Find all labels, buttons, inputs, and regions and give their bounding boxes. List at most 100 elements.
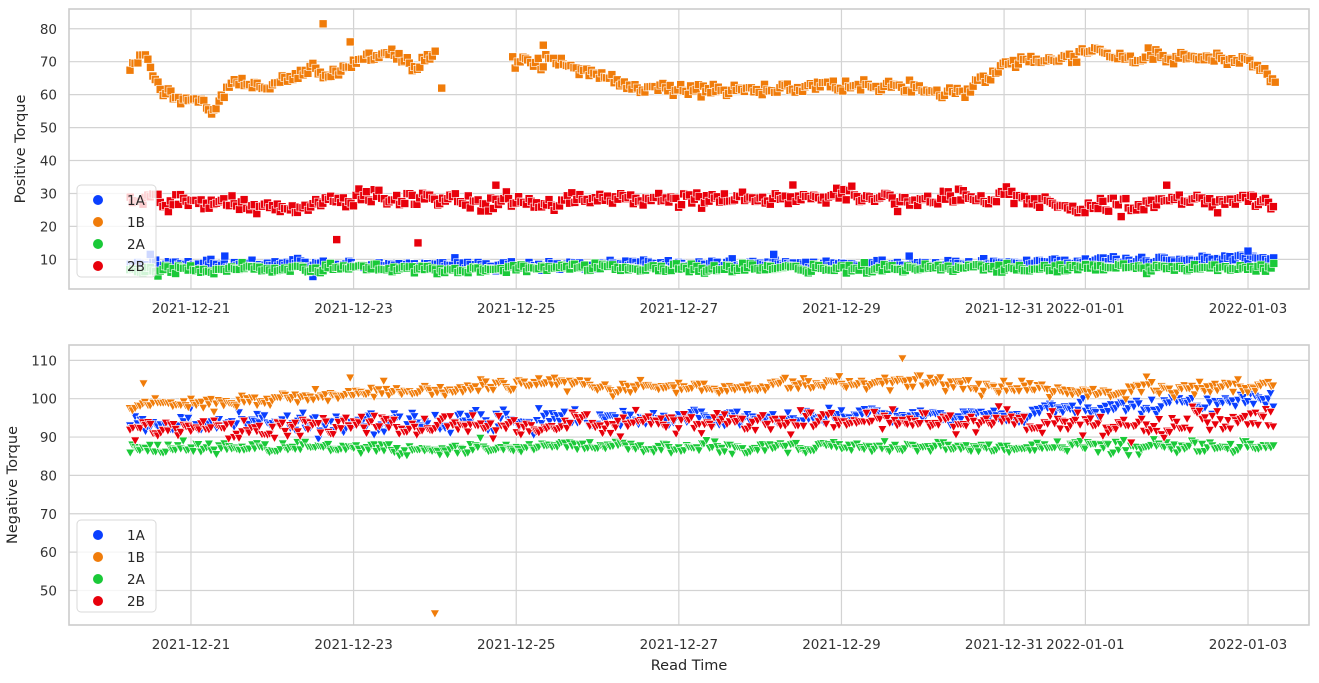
data-point [1133, 382, 1144, 392]
data-point [841, 195, 851, 205]
data-point [280, 427, 291, 437]
positive-y-tick-label: 10 [40, 252, 57, 268]
data-point [757, 411, 768, 421]
negative-x-tick-label: 2021-12-27 [640, 637, 718, 653]
data-point [1136, 415, 1147, 425]
data-point [1080, 444, 1091, 454]
data-point [904, 376, 915, 386]
data-point [138, 379, 149, 389]
data-point [1252, 421, 1264, 431]
data-point [836, 406, 847, 416]
negative-y-tick-label: 70 [40, 507, 57, 523]
data-point [328, 430, 339, 440]
data-point [269, 434, 280, 444]
positive-series-2a [125, 258, 1279, 281]
data-point [389, 416, 400, 425]
data-point [544, 417, 555, 427]
data-point [1230, 402, 1241, 412]
legend-marker-1b [93, 552, 103, 562]
data-point [882, 414, 893, 424]
data-point [310, 385, 321, 395]
data-point [476, 206, 486, 216]
data-point [168, 420, 179, 430]
data-point [401, 451, 412, 461]
data-point [1159, 434, 1170, 443]
positive-series-2b [125, 180, 1278, 248]
data-point [430, 46, 440, 56]
data-point [313, 419, 324, 429]
positive-torque-panel: 10 20 30 40 50 60 70 80 2021-12-21 2021-12-23 2021… [13, 8, 1310, 317]
data-point [323, 440, 334, 450]
data-point [905, 75, 914, 85]
data-point [310, 413, 321, 423]
data-point [462, 448, 473, 458]
negative-x-tick-label: 2022-01-01 [1046, 637, 1124, 653]
legend-label: 1A [127, 193, 146, 209]
negative-x-tick-label: 2022-01-03 [1209, 637, 1287, 653]
data-point [1102, 407, 1114, 417]
data-point [1139, 205, 1149, 214]
data-point [668, 416, 679, 426]
positive-y-tick-label: 20 [40, 219, 57, 235]
data-point [392, 191, 402, 200]
positive-y-axis-title: Positive Torque [13, 95, 29, 204]
data-point [1199, 413, 1211, 423]
negative-y-tick-label: 60 [40, 545, 57, 561]
data-point [1144, 43, 1153, 53]
data-point [884, 386, 896, 396]
data-point [1164, 384, 1175, 394]
positive-y-tick-label: 60 [40, 88, 57, 104]
data-point [1250, 387, 1261, 397]
data-point [538, 40, 548, 50]
positive-x-tick-label: 2021-12-23 [314, 301, 392, 317]
data-point [1249, 192, 1258, 201]
negative-series-2b [124, 402, 1279, 448]
data-point [1097, 432, 1108, 442]
data-point [491, 180, 501, 190]
data-point [893, 207, 902, 216]
data-point [223, 434, 234, 444]
data-point [430, 411, 441, 421]
negative-y-tick-label: 110 [31, 353, 57, 369]
data-point [1013, 387, 1025, 397]
data-point [1019, 381, 1030, 391]
data-point [798, 422, 809, 432]
data-point [322, 397, 333, 406]
data-point [907, 383, 918, 392]
data-point [1242, 388, 1253, 398]
data-point [467, 411, 478, 421]
data-point [1095, 413, 1106, 423]
data-point [162, 426, 173, 436]
data-point [366, 417, 377, 427]
data-point [183, 403, 194, 413]
data-point [445, 429, 456, 439]
data-point [369, 430, 380, 440]
legend-marker-2b [93, 596, 103, 606]
data-point [1077, 431, 1088, 441]
data-point [970, 428, 981, 438]
legend-label: 1A [127, 528, 146, 544]
data-point [226, 420, 237, 429]
data-point [374, 186, 384, 195]
data-point [1270, 77, 1280, 87]
data-point [1104, 206, 1113, 216]
data-point [612, 417, 623, 427]
data-point [914, 419, 926, 429]
data-point [737, 415, 748, 425]
data-point [206, 395, 217, 405]
data-point [407, 191, 417, 200]
data-point [765, 425, 776, 435]
legend-marker-1b [93, 217, 103, 227]
data-point [345, 373, 356, 383]
data-point [884, 419, 895, 429]
data-point [435, 383, 446, 393]
negative-frame [68, 344, 1310, 626]
data-point [205, 423, 216, 433]
data-point [738, 187, 747, 197]
data-point [693, 446, 705, 456]
data-point [1232, 375, 1244, 385]
data-point [834, 372, 845, 382]
data-point [859, 258, 869, 268]
data-point [164, 207, 173, 216]
